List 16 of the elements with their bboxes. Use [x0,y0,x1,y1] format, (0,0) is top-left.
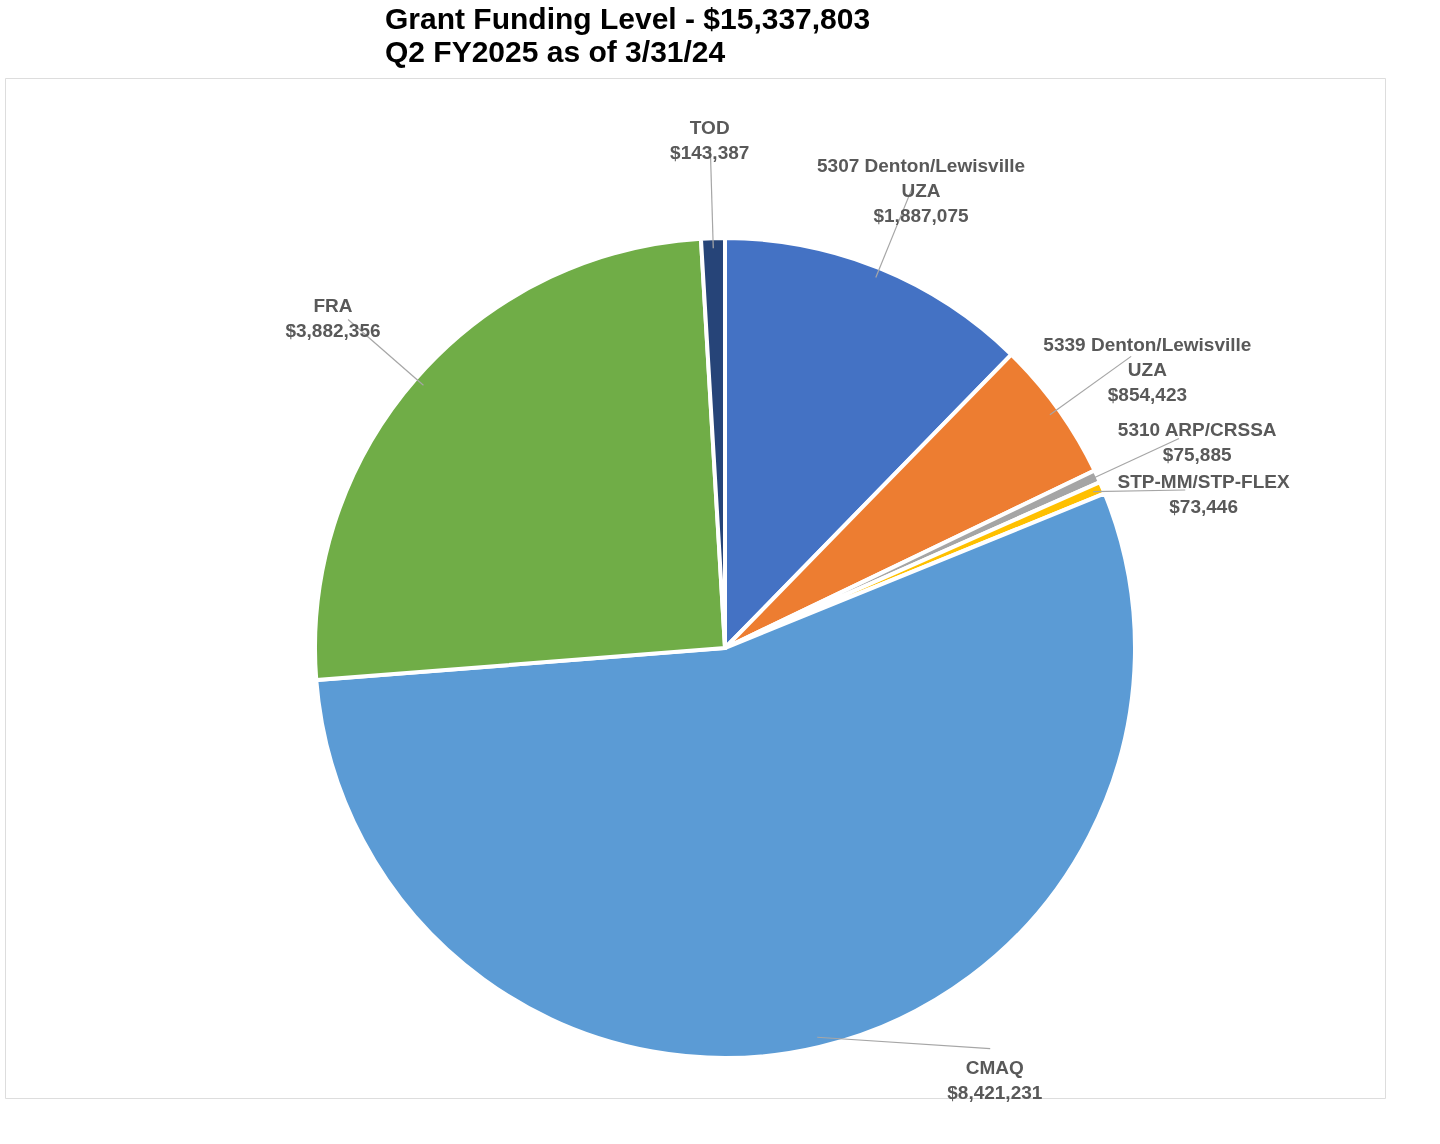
slice-label: STP-MM/STP-FLEX [1117,471,1290,493]
slice-label: 5339 Denton/Lewisville UZA [1043,333,1252,380]
slice-label: CMAQ [965,1057,1024,1078]
slice-label: 5310 ARP/CRSSA [1117,419,1277,441]
data-label: $854,423 [1107,383,1188,405]
data-label: $143,387 [670,142,750,164]
data-label: $8,421,231 [947,1082,1043,1103]
chart-title: Grant Funding Level - $15,337,803 [385,2,871,35]
data-label: $3,882,356 [285,320,381,342]
slice-label: FRA [313,295,353,317]
data-label: $73,446 [1169,496,1238,518]
slice-label: 5307 Denton/Lewisville UZA [817,155,1026,202]
data-label: $75,885 [1162,444,1232,466]
data-label: $1,887,075 [873,205,969,227]
chart-subtitle: Q2 FY2025 as of 3/31/24 [385,35,726,68]
slice-label: TOD [689,117,730,139]
